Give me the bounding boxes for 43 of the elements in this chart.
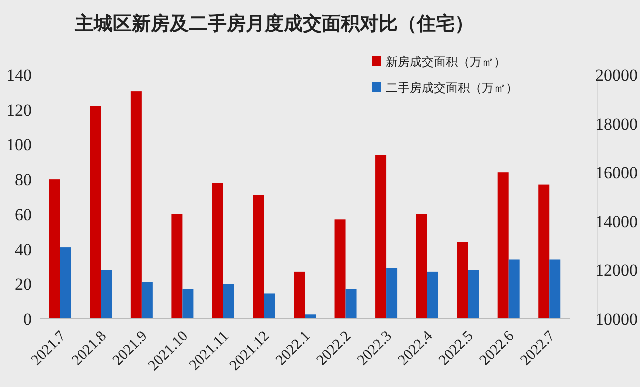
bar: [101, 270, 112, 319]
bar: [294, 272, 305, 319]
bar: [49, 180, 60, 319]
bar: [538, 184, 550, 319]
y-tick-label: 60: [15, 205, 32, 224]
bar: [457, 242, 468, 319]
bar: [253, 195, 264, 319]
bar: [130, 92, 142, 319]
y-tick-label: 140: [6, 66, 32, 85]
y2-tick-label: 12000: [596, 261, 638, 280]
bar: [376, 155, 387, 319]
bar: [550, 260, 561, 319]
y2-tick-label: 18000: [596, 114, 638, 134]
y2-tick-label: 10000: [596, 310, 638, 329]
bar: [305, 314, 316, 319]
y-tick-label: 40: [15, 240, 32, 260]
y2-tick-label: 14000: [596, 212, 638, 232]
y-tick-label: 20: [15, 275, 32, 294]
chart-title: 主城区新房及二手房月度成交面积对比（住宅）: [74, 13, 474, 35]
y-tick-label: 0: [24, 310, 32, 329]
y-tick-label: 80: [15, 170, 32, 190]
bar: [212, 183, 224, 319]
bar: [142, 282, 153, 319]
bar: [264, 294, 276, 319]
bar: [427, 272, 438, 319]
bar: [498, 172, 509, 319]
bar: [334, 220, 346, 319]
bar: [416, 214, 428, 319]
y-tick-label: 100: [6, 136, 32, 155]
bar: [346, 289, 357, 319]
bar: [90, 106, 102, 319]
bar: [508, 260, 520, 319]
legend-label: 二手房成交面积（万㎡）: [386, 81, 518, 95]
y-tick-label: 120: [6, 100, 32, 120]
bar: [182, 289, 194, 319]
bar: [172, 214, 183, 319]
legend-label: 新房成交面积（万㎡）: [386, 55, 506, 69]
y2-tick-label: 16000: [596, 164, 638, 183]
bar: [468, 270, 480, 319]
bar: [386, 268, 398, 319]
bar: [223, 284, 234, 319]
y2-tick-label: 20000: [596, 66, 638, 85]
bar: [60, 248, 72, 319]
